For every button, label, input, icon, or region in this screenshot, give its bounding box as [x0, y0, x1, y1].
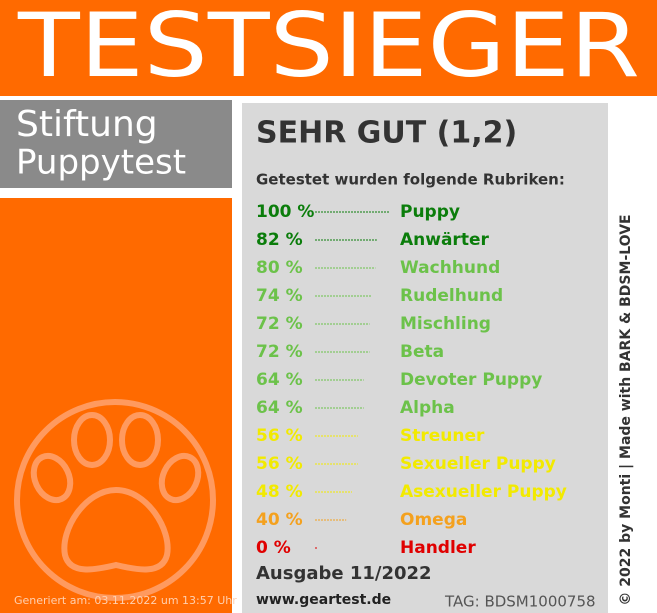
row-name: Beta: [400, 342, 444, 362]
row-percent: 56 %: [256, 454, 303, 474]
intro: Getestet wurden folgende Rubriken:: [256, 171, 565, 189]
row-percent: 48 %: [256, 482, 303, 502]
row-name: Anwärter: [400, 230, 489, 250]
org-line1: Stiftung: [16, 104, 158, 145]
row-percent: 64 %: [256, 398, 303, 418]
rows: 100 % Puppy 82 % Anwärter 80 % Wachhund 74 % Ru…: [256, 202, 567, 558]
row-name: Mischling: [400, 314, 491, 334]
paw-icon: [14, 399, 216, 601]
row-name: Devoter Puppy: [400, 370, 542, 390]
copyright: © 2022 by Monti | Made with BARK & BDSM-…: [618, 214, 634, 605]
row-percent: 64 %: [256, 370, 303, 390]
title-band: [0, 0, 657, 96]
title: TESTSIEGER: [17, 0, 640, 97]
row-name: Rudelhund: [400, 286, 503, 306]
row-name: Handler: [400, 538, 476, 558]
row-percent: 56 %: [256, 426, 303, 446]
row-percent: 100 %: [256, 202, 314, 222]
row-name: Omega: [400, 510, 467, 530]
row-percent: 0 %: [256, 538, 291, 558]
issue: Ausgabe 11/2022: [256, 563, 432, 584]
row-name: Puppy: [400, 202, 460, 222]
row-percent: 80 %: [256, 258, 303, 278]
row-name: Streuner: [400, 426, 485, 446]
row-percent: 74 %: [256, 286, 303, 306]
org-line2: Puppytest: [16, 143, 186, 183]
row-name: Asexueller Puppy: [400, 482, 567, 502]
row-percent: 40 %: [256, 510, 303, 530]
row-name: Sexueller Puppy: [400, 454, 556, 474]
tag: TAG: BDSM1000758: [444, 593, 596, 611]
panel: [242, 103, 608, 613]
row-percent: 72 %: [256, 342, 303, 362]
generated: Generiert am: 03.11.2022 um 13:57 Uhr: [14, 594, 237, 607]
website: www.geartest.de: [256, 592, 391, 608]
org-box: [0, 100, 232, 188]
row-percent: 82 %: [256, 230, 303, 250]
side-band: [0, 198, 232, 613]
row-percent: 72 %: [256, 314, 303, 334]
row-name: Wachhund: [400, 258, 500, 278]
rating: SEHR GUT (1,2): [256, 116, 517, 151]
row-name: Alpha: [400, 398, 455, 418]
